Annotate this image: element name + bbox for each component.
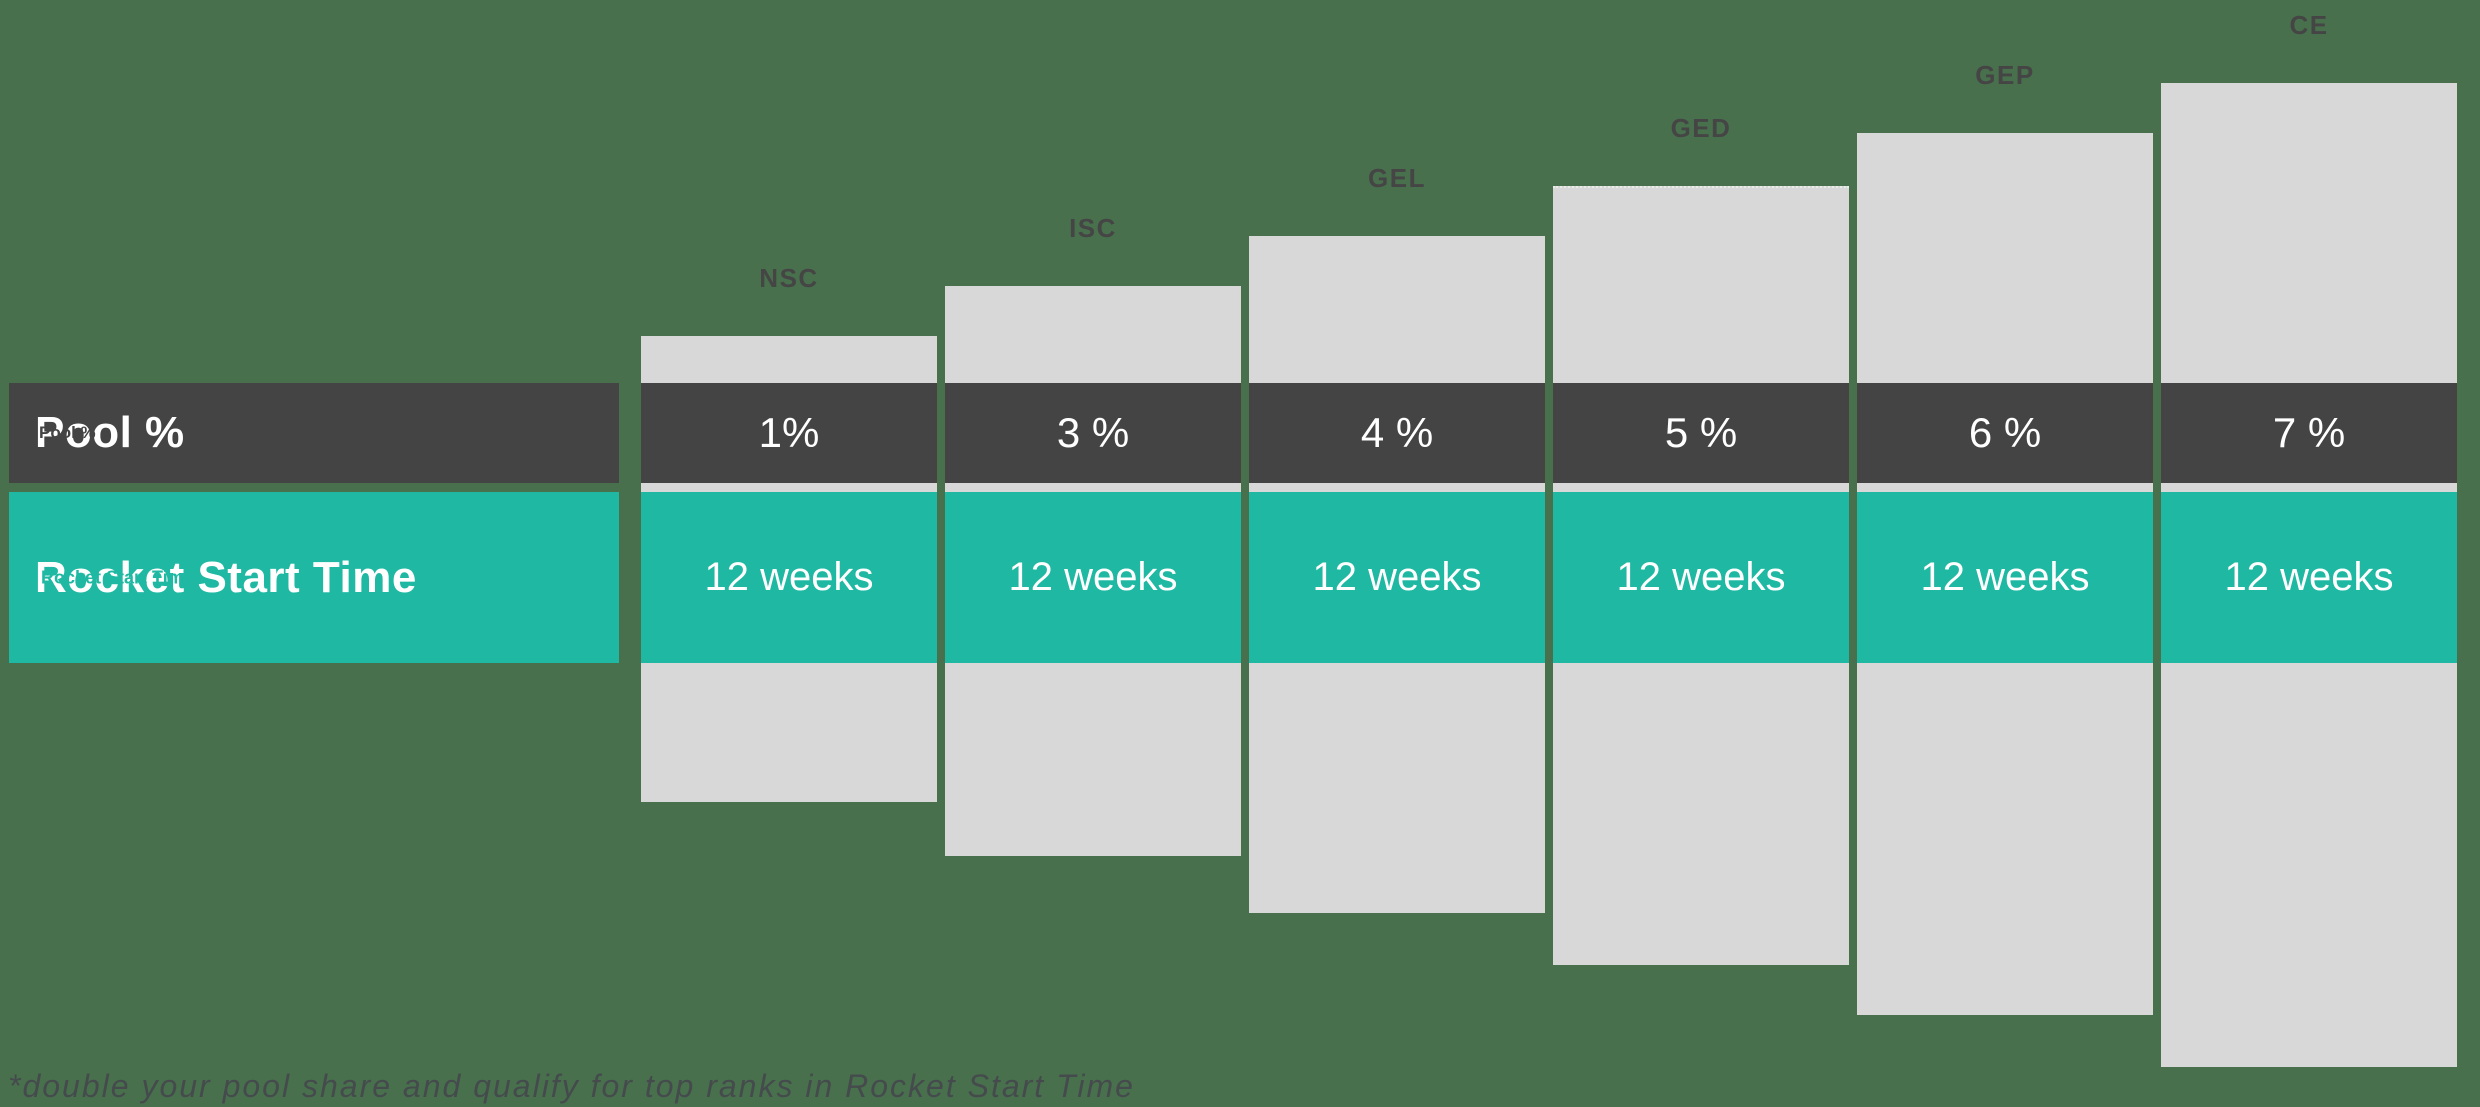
rocket-start-cell-ce: 12 weeks — [2161, 492, 2457, 663]
rocket-start-cell-ged: 12 weeks — [1553, 492, 1849, 663]
pool-row-label-echo: Pool % — [39, 423, 96, 442]
pool-percent-cell-gel: 4 % — [1249, 383, 1545, 483]
rocket-start-cell-nsc: 12 weeks — [641, 492, 937, 663]
rocket-start-cell-gep: 12 weeks — [1857, 492, 2153, 663]
rank-header-nsc: NSC — [759, 262, 819, 293]
pool-percent-cell-gep: 6 % — [1857, 383, 2153, 483]
pool-percent-cell-ce: 7 % — [2161, 383, 2457, 483]
pool-row-label-bar: Pool % Pool % — [9, 383, 619, 483]
pool-percent-cell-isc: 3 % — [945, 383, 1241, 483]
rank-header-ged: GED — [1670, 112, 1732, 143]
rocket-start-row-label-bar: Rocket Start Time Rocket Start Time — [9, 492, 619, 663]
pool-row-label: Pool % — [35, 408, 185, 457]
rocket-start-row-label: Rocket Start Time — [35, 552, 417, 602]
pool-percent-cell-nsc: 1% — [641, 383, 937, 483]
rocket-start-cell-gel: 12 weeks — [1249, 492, 1545, 663]
rank-header-isc: ISC — [1069, 212, 1117, 243]
rank-header-gep: GEP — [1975, 59, 2035, 90]
rocket-start-cell-isc: 12 weeks — [945, 492, 1241, 663]
rank-header-ce: CE — [2289, 9, 2329, 40]
rank-header-gel: GEL — [1368, 162, 1426, 193]
pool-percent-cell-ged: 5 % — [1553, 383, 1849, 483]
footnote: *double your pool share and qualify for … — [8, 1068, 1135, 1104]
rocket-start-row-label-echo: Rocket Start Time — [41, 567, 194, 587]
